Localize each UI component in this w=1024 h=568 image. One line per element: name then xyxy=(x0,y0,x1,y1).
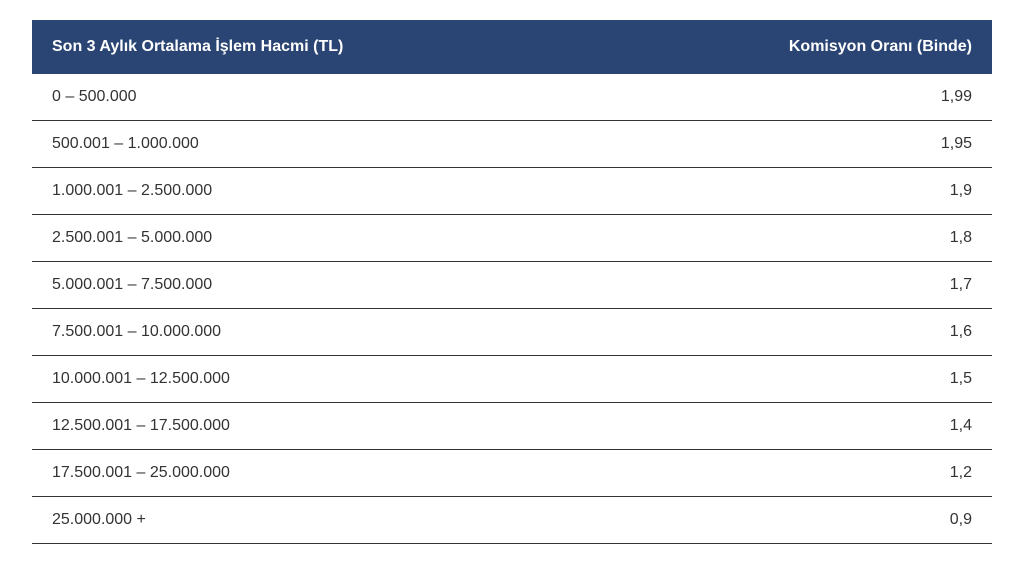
table-header-row: Son 3 Aylık Ortalama İşlem Hacmi (TL) Ko… xyxy=(32,20,992,74)
cell-range: 7.500.001 – 10.000.000 xyxy=(32,309,606,356)
table-row: 2.500.001 – 5.000.000 1,8 xyxy=(32,215,992,262)
cell-range: 500.001 – 1.000.000 xyxy=(32,121,606,168)
header-volume: Son 3 Aylık Ortalama İşlem Hacmi (TL) xyxy=(32,20,606,74)
table-row: 500.001 – 1.000.000 1,95 xyxy=(32,121,992,168)
table-row: 10.000.001 – 12.500.000 1,5 xyxy=(32,356,992,403)
commission-table: Son 3 Aylık Ortalama İşlem Hacmi (TL) Ko… xyxy=(32,20,992,544)
cell-range: 10.000.001 – 12.500.000 xyxy=(32,356,606,403)
cell-range: 2.500.001 – 5.000.000 xyxy=(32,215,606,262)
cell-range: 17.500.001 – 25.000.000 xyxy=(32,450,606,497)
cell-range: 25.000.000 + xyxy=(32,497,606,544)
table-body: 0 – 500.000 1,99 500.001 – 1.000.000 1,9… xyxy=(32,74,992,544)
cell-range: 5.000.001 – 7.500.000 xyxy=(32,262,606,309)
table-row: 1.000.001 – 2.500.000 1,9 xyxy=(32,168,992,215)
cell-rate: 0,9 xyxy=(606,497,992,544)
cell-rate: 1,2 xyxy=(606,450,992,497)
cell-rate: 1,7 xyxy=(606,262,992,309)
cell-rate: 1,5 xyxy=(606,356,992,403)
table-row: 5.000.001 – 7.500.000 1,7 xyxy=(32,262,992,309)
cell-rate: 1,8 xyxy=(606,215,992,262)
cell-range: 0 – 500.000 xyxy=(32,74,606,121)
header-rate: Komisyon Oranı (Binde) xyxy=(606,20,992,74)
table-row: 17.500.001 – 25.000.000 1,2 xyxy=(32,450,992,497)
cell-rate: 1,99 xyxy=(606,74,992,121)
cell-range: 12.500.001 – 17.500.000 xyxy=(32,403,606,450)
cell-rate: 1,9 xyxy=(606,168,992,215)
table-row: 25.000.000 + 0,9 xyxy=(32,497,992,544)
cell-rate: 1,4 xyxy=(606,403,992,450)
table-row: 12.500.001 – 17.500.000 1,4 xyxy=(32,403,992,450)
cell-rate: 1,6 xyxy=(606,309,992,356)
cell-rate: 1,95 xyxy=(606,121,992,168)
cell-range: 1.000.001 – 2.500.000 xyxy=(32,168,606,215)
table-row: 0 – 500.000 1,99 xyxy=(32,74,992,121)
table-row: 7.500.001 – 10.000.000 1,6 xyxy=(32,309,992,356)
